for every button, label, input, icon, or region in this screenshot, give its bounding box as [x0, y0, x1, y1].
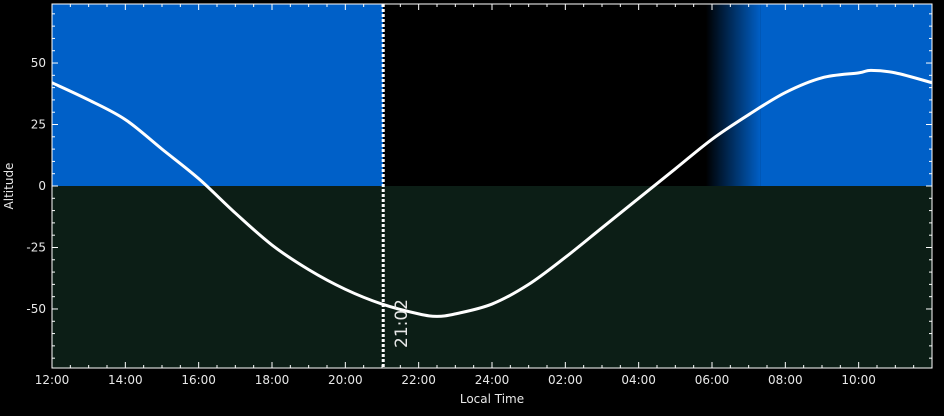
altitude-curve [51, 68, 933, 318]
daylight-region [760, 4, 932, 186]
night-region [383, 4, 706, 186]
x-tick-label: 22:00 [401, 373, 436, 387]
daylight-region [52, 4, 384, 186]
x-tick-label: 16:00 [181, 373, 216, 387]
x-tick-label: 10:00 [841, 373, 876, 387]
x-tick-label: 24:00 [475, 373, 510, 387]
axes: 12:00 14:00 16:00 18:00 20:00 22:00 24:00 02:00… [26, 3, 933, 387]
x-tick-label: 08:00 [768, 373, 803, 387]
y-tick-label: 50 [31, 56, 46, 70]
y-tick-label: 25 [31, 118, 46, 132]
x-tick-label: 02:00 [548, 373, 583, 387]
y-tick-label: -50 [26, 302, 46, 316]
x-tick-label: 18:00 [255, 373, 290, 387]
x-tick-label: 04:00 [621, 373, 656, 387]
x-tick-label: 06:00 [695, 373, 730, 387]
y-axis-label: Altitude [2, 163, 16, 210]
y-tick-label: 0 [38, 179, 46, 193]
x-tick-label: 14:00 [108, 373, 143, 387]
current-time-label: 21:02 [392, 299, 412, 348]
sky-background [52, 4, 932, 368]
y-tick-label: -25 [26, 240, 46, 254]
twilight-region [705, 4, 761, 186]
below-horizon-region [52, 186, 932, 368]
x-axis-label: Local Time [460, 392, 524, 406]
x-tick-label: 20:00 [328, 373, 363, 387]
x-tick-label: 12:00 [35, 373, 70, 387]
